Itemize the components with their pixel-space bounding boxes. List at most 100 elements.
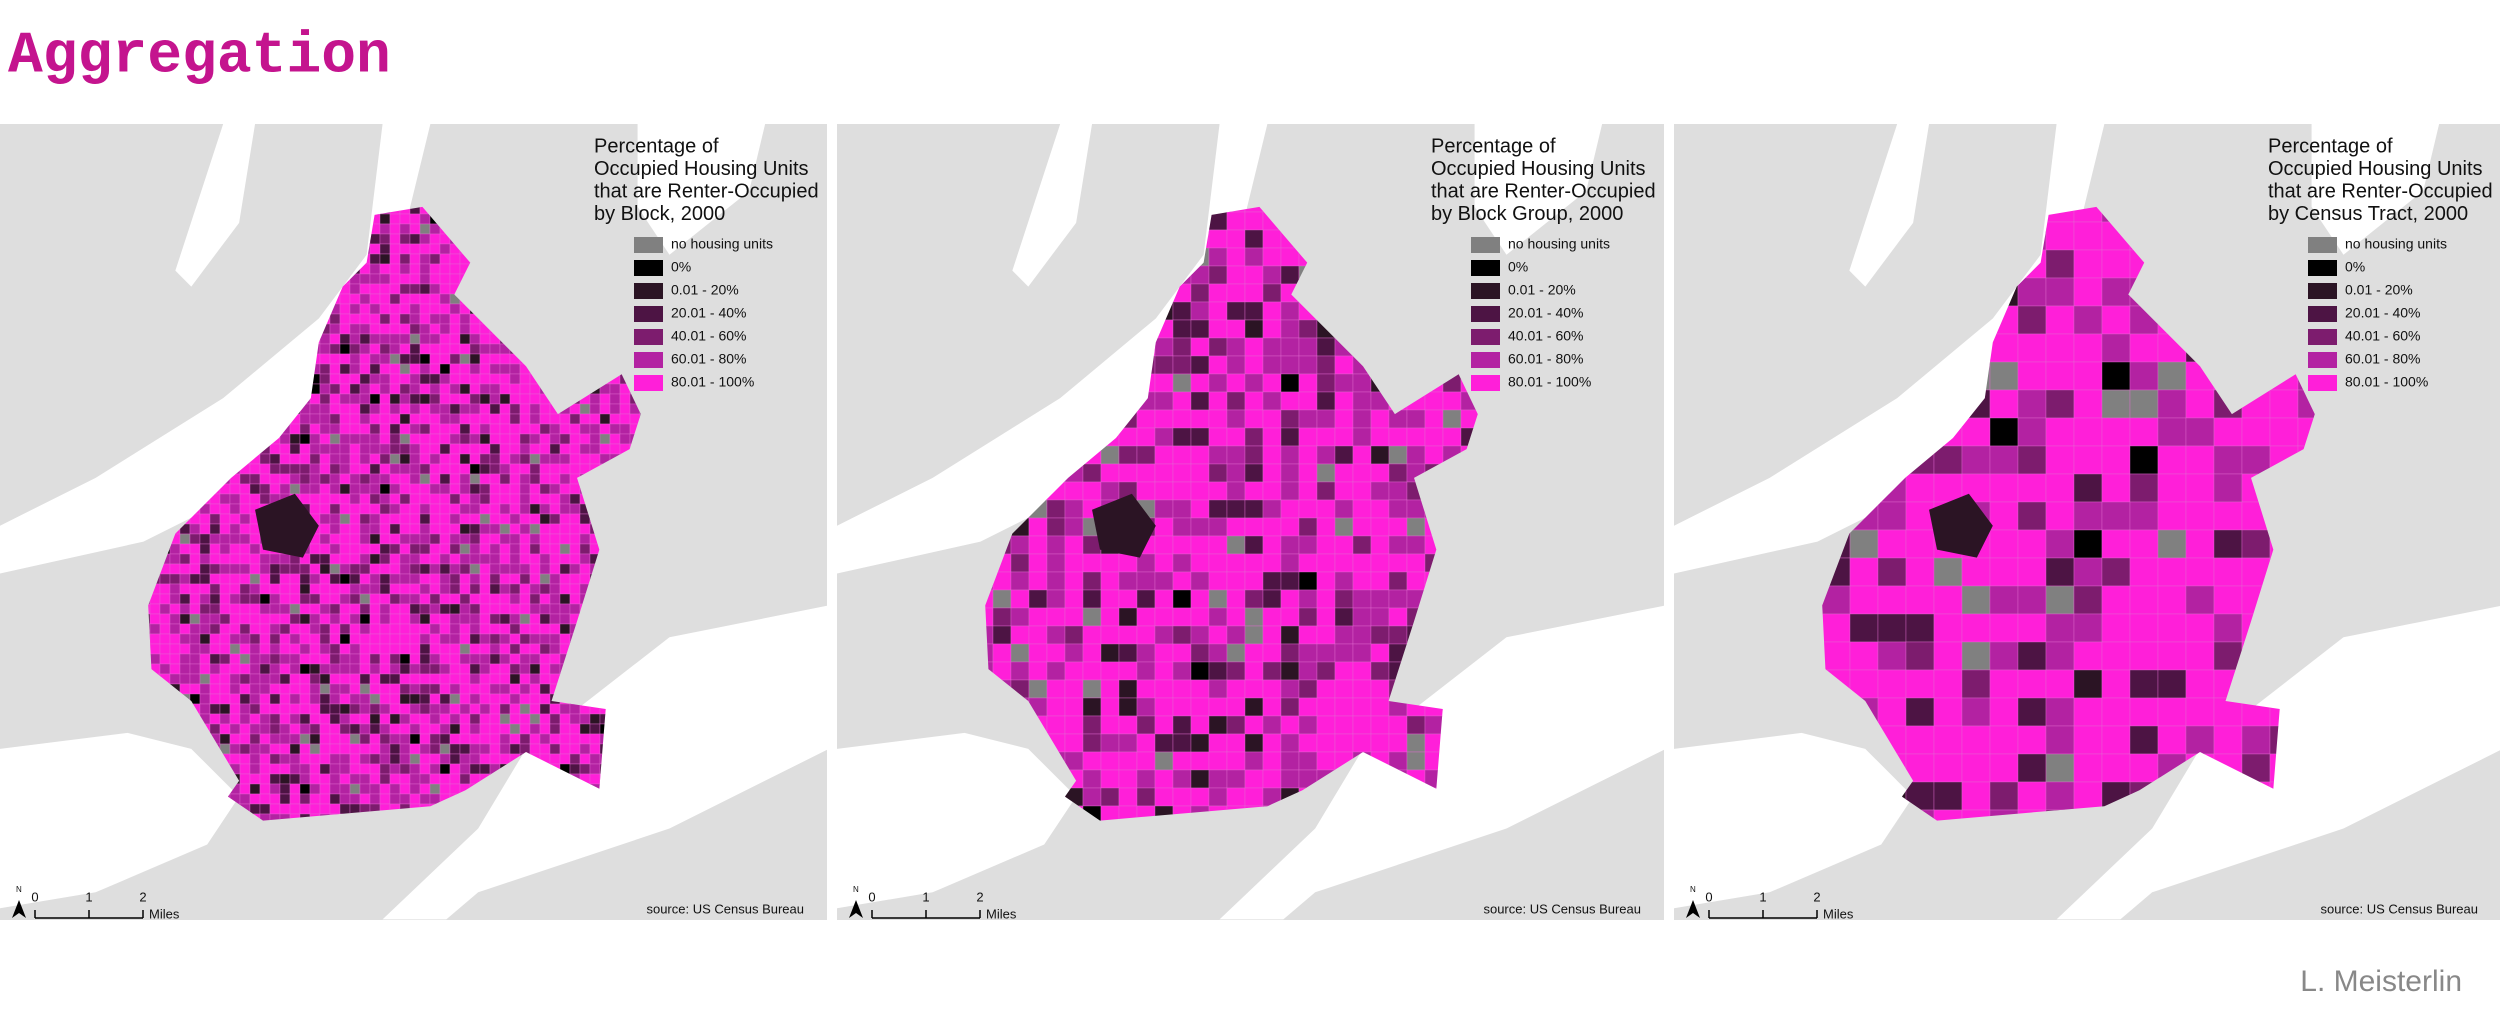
tract [149,603,161,615]
tract [1172,481,1192,501]
tract [199,613,211,625]
tract [449,403,461,415]
tract [1244,337,1264,357]
north-label: N [853,885,859,894]
tract [319,613,331,625]
tract [1208,481,1228,501]
tract [199,563,211,575]
tract [1064,589,1084,609]
tract [539,453,551,465]
tract [389,403,401,415]
tract [1933,613,1963,643]
tract [539,573,551,585]
tract [229,703,241,715]
tract [1262,499,1282,519]
tract [529,473,541,485]
tract [469,443,481,455]
tract [1118,679,1138,699]
tract [549,733,561,745]
tract [369,333,381,345]
tract [1905,641,1935,671]
tract [389,523,401,535]
tract [519,413,531,425]
tract [1262,229,1282,249]
tract [1244,697,1264,717]
tract [369,513,381,525]
tract [279,433,291,445]
tract [199,583,211,595]
tract [309,793,321,805]
water [1219,605,1666,920]
tract [309,743,321,755]
tract [489,493,501,505]
tract [1262,751,1282,771]
tract [1298,499,1318,519]
legend-label: no housing units [2345,236,2447,252]
tract [499,573,511,585]
tract [269,703,281,715]
tract [579,763,591,775]
tract [409,323,421,335]
tract [519,713,531,725]
tract [309,573,321,585]
tract [399,423,411,435]
tract [2045,585,2075,615]
tract [469,653,481,665]
tract [399,793,411,805]
tract [1442,391,1462,411]
tract [439,573,451,585]
tract [439,503,451,515]
tract [479,473,491,485]
tract [1208,661,1228,681]
tract [369,573,381,585]
tract [199,653,211,665]
tract [329,473,341,485]
tract [1298,337,1318,357]
tract [189,663,201,675]
tract [359,343,371,355]
tract [1280,247,1300,267]
tract [1226,409,1246,429]
tract [1226,337,1246,357]
tract [1933,697,1963,727]
tract [1316,643,1336,663]
tract [569,433,581,445]
tract [399,773,411,785]
tract [439,343,451,355]
tract [499,473,511,485]
scale-label: 1 [85,889,92,904]
tract [459,683,471,695]
tract [449,673,461,685]
tract [1334,643,1354,663]
tract [219,663,231,675]
tract [579,443,591,455]
source: source: US Census Bureau [646,901,804,916]
tract [1280,265,1300,285]
legend-swatch [1471,237,1500,253]
tract [529,693,541,705]
tract [2185,725,2215,755]
tract [449,273,461,285]
tract [409,783,421,795]
tract [399,623,411,635]
tract [319,503,331,515]
tract [409,533,421,545]
tract [249,683,261,695]
tract [1172,535,1192,555]
tract [419,443,431,455]
tract [579,513,591,525]
tract [1244,787,1264,807]
tract [1244,661,1264,681]
tract [559,493,571,505]
tract [1262,283,1282,303]
tract [319,363,331,375]
tract [1154,751,1174,771]
tract [419,643,431,655]
tract [1172,661,1192,681]
legend-label: 0% [2345,259,2365,275]
tract [179,613,191,625]
tract [479,653,491,665]
tract [389,443,401,455]
tract [1388,427,1408,447]
tract [1190,535,1210,555]
